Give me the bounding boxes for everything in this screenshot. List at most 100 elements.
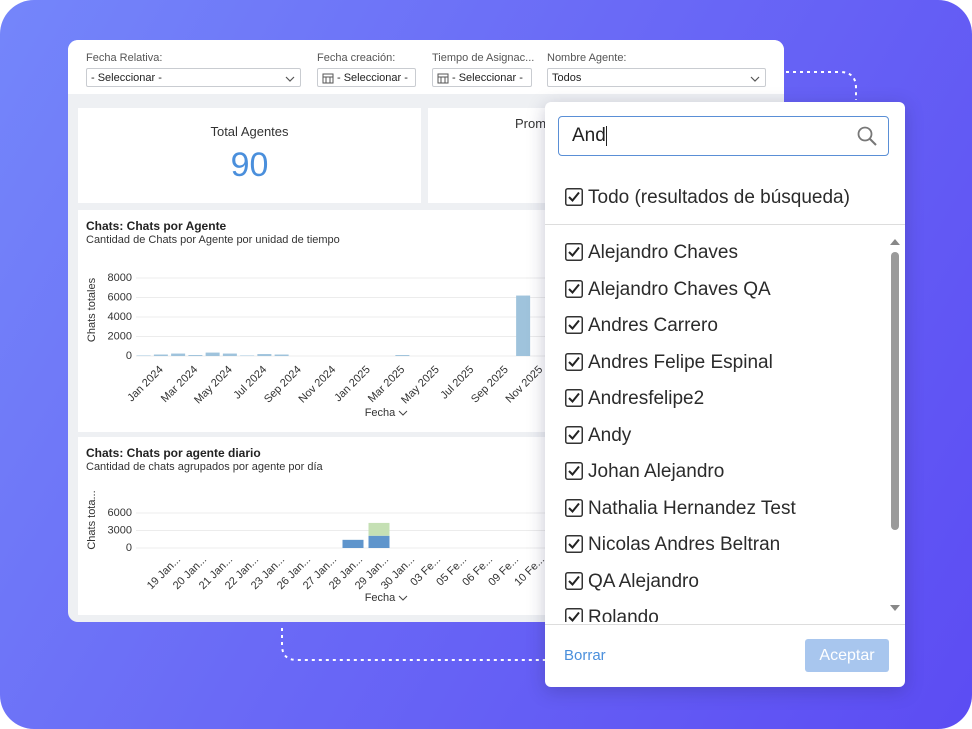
filter-value: - Seleccionar - — [337, 72, 408, 84]
option[interactable]: Andy — [565, 424, 631, 448]
option-label: Alejandro Chaves QA — [588, 278, 771, 300]
chart-title: Chats: Chats por Agente — [86, 219, 227, 233]
checkbox[interactable] — [565, 279, 583, 298]
filter-label: Tiempo de Asignac... — [432, 52, 535, 64]
x-axis-chevron — [398, 410, 408, 416]
filter-select[interactable]: - Seleccionar - — [432, 68, 532, 87]
option[interactable]: Alejandro Chaves — [565, 241, 738, 265]
checkbox[interactable] — [565, 389, 583, 407]
select-icon — [285, 76, 295, 82]
agent-dropdown: And Todo (resultados de búsqueda) Alejan… — [545, 102, 905, 687]
option-label: Nicolas Andres Beltran — [588, 534, 781, 555]
x-tick-label: May 2025 — [399, 364, 442, 407]
y-tick-label: 6000 — [108, 291, 132, 303]
kpi-label: Prom — [515, 116, 547, 131]
scrollbar[interactable] — [889, 236, 901, 616]
y-tick-label: 6000 — [108, 507, 132, 519]
select-icon — [750, 76, 760, 82]
bar — [188, 355, 203, 356]
option-list: Alejandro Chaves Alejandro Chaves QA Andre… — [545, 230, 890, 622]
bar — [257, 354, 272, 356]
checkbox[interactable] — [565, 608, 583, 622]
checkbox[interactable] — [565, 425, 583, 444]
kpi-value: 90 — [230, 146, 269, 184]
option[interactable]: Andres Felipe Espinal — [565, 351, 773, 375]
search-input[interactable]: And — [558, 116, 889, 156]
filter-value: - Seleccionar - — [452, 72, 523, 84]
x-tick-label: Nov 2024 — [297, 364, 339, 406]
option[interactable]: Andres Carrero — [565, 314, 718, 338]
option-label: QA Alejandro — [588, 570, 699, 592]
option[interactable]: Alejandro Chaves QA — [565, 278, 771, 302]
bar — [395, 355, 410, 356]
select-all[interactable]: Todo (resultados de búsqueda) — [565, 186, 850, 210]
checkbox[interactable] — [565, 462, 583, 480]
y-tick-label: 3000 — [108, 524, 132, 536]
y-axis-label: Chats tota... — [86, 490, 98, 549]
chart-subtitle: Cantidad de chats agrupados por agente p… — [86, 461, 323, 473]
x-axis-chevron — [398, 595, 408, 601]
scrollbar-graphic — [890, 239, 900, 611]
option-label: Johan Alejandro — [588, 461, 725, 482]
filter-label: Nombre Agente: — [547, 52, 627, 64]
x-tick-label: May 2024 — [192, 364, 235, 407]
y-axis-label: Chats totales — [86, 277, 98, 342]
option[interactable]: Nathalia Hernandez Test — [565, 497, 796, 521]
x-axis-label: Fecha — [365, 407, 396, 419]
option[interactable]: QA Alejandro — [565, 570, 699, 594]
dashed-connector — [281, 628, 545, 661]
x-axis-label: Fecha — [365, 592, 396, 604]
search-text: And — [572, 125, 606, 146]
divider — [545, 224, 905, 225]
filter-select[interactable]: - Seleccionar - — [86, 68, 301, 87]
filter-value: - Seleccionar - — [91, 72, 162, 84]
filter-label: Fecha creación: — [317, 52, 396, 64]
option-label: Alejandro Chaves — [588, 242, 738, 263]
checkbox[interactable] — [565, 243, 583, 261]
y-tick-label: 0 — [126, 350, 132, 362]
option-label: Rolando — [588, 607, 659, 622]
y-tick-label: 0 — [126, 542, 132, 554]
option-label: Nathalia Hernandez Test — [588, 497, 796, 519]
bar — [516, 295, 531, 356]
bar — [205, 352, 220, 356]
option-label: Andres Felipe Espinal — [588, 351, 773, 373]
checkbox[interactable] — [565, 316, 583, 334]
bar — [368, 535, 390, 548]
chart-subtitle: Cantidad de Chats por Agente por unidad … — [86, 234, 340, 246]
caret — [605, 125, 608, 146]
y-tick-label: 2000 — [108, 330, 132, 342]
search-icon[interactable] — [856, 125, 878, 147]
bar — [171, 353, 186, 356]
select-icon — [437, 73, 449, 84]
checkbox[interactable] — [565, 498, 583, 517]
filter-value: Todos — [552, 72, 582, 84]
bar — [368, 522, 390, 536]
select-icon — [322, 73, 334, 84]
accept-button[interactable]: Aceptar — [805, 639, 889, 672]
bar — [153, 354, 168, 356]
kpi-label: Total Agentes — [210, 124, 289, 139]
clear-button[interactable]: Borrar — [564, 647, 606, 664]
checkbox[interactable] — [565, 535, 583, 553]
checkbox[interactable] — [565, 352, 583, 371]
dashed-connector — [786, 71, 857, 100]
checkbox[interactable] — [565, 188, 583, 206]
bar — [274, 354, 289, 356]
option-label: Andy — [588, 424, 632, 446]
y-tick-label: 4000 — [108, 311, 132, 323]
checkbox[interactable] — [565, 571, 583, 590]
option[interactable]: Andresfelipe2 — [565, 387, 704, 411]
y-tick-label: 8000 — [108, 272, 132, 284]
bar — [222, 353, 237, 356]
option[interactable]: Nicolas Andres Beltran — [565, 533, 780, 557]
filter-select[interactable]: Todos — [547, 68, 766, 87]
filter-label: Fecha Relativa: — [86, 52, 163, 64]
filter-select[interactable]: - Seleccionar - — [317, 68, 416, 87]
kpi-card: Total Agentes 90 — [78, 108, 421, 203]
option[interactable]: Rolando — [565, 606, 659, 622]
option[interactable]: Johan Alejandro — [565, 460, 724, 484]
filter-bar: Fecha Relativa: - Seleccionar - Fecha crea… — [68, 40, 784, 94]
